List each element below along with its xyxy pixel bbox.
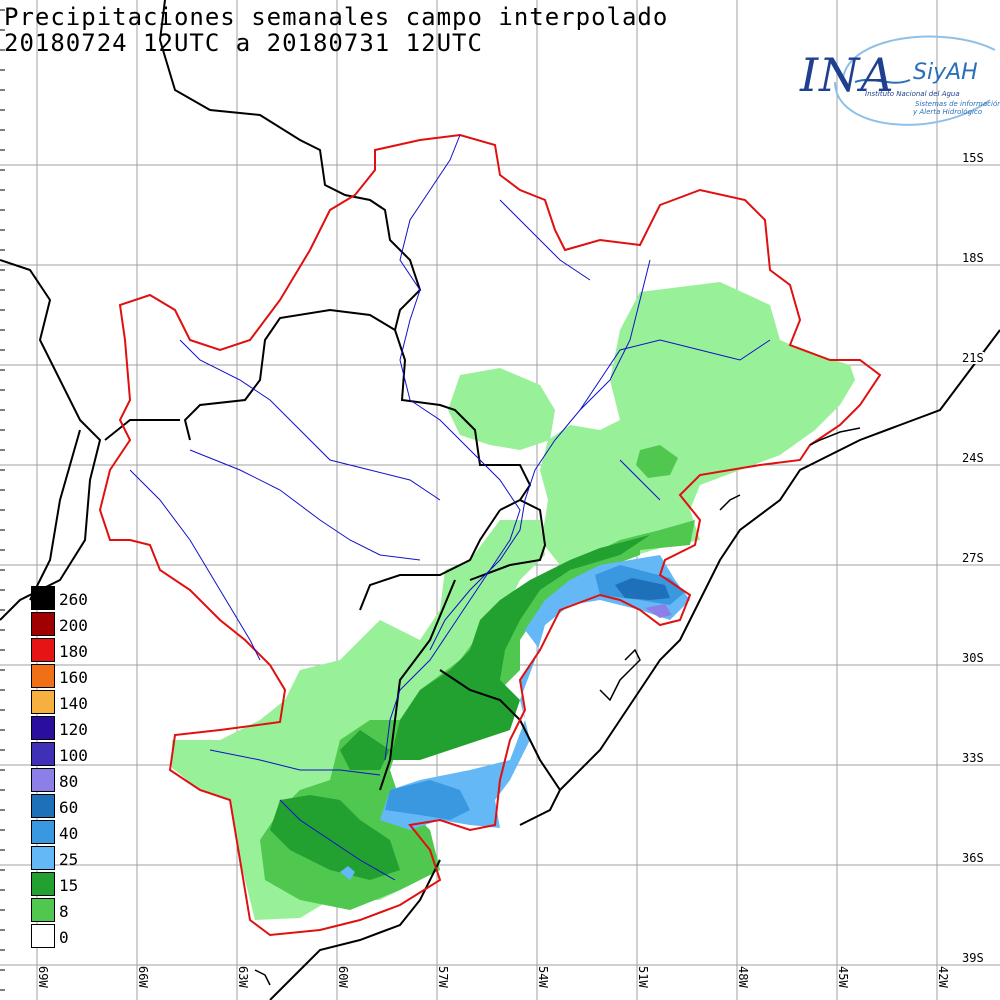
legend-swatch	[31, 898, 55, 922]
logo-system-line1: Sistemas de información	[915, 100, 1000, 108]
legend-label: 260	[59, 590, 88, 609]
legend-label: 40	[59, 824, 79, 843]
logo-subtitle: Instituto Nacional del Agua	[865, 90, 960, 98]
longitude-label: 45W	[836, 966, 850, 988]
legend-row: 120	[31, 716, 111, 740]
precip-zone-25-south	[340, 866, 355, 880]
precip-zone-15-west	[340, 730, 390, 770]
map-date-range: 20180724 12UTC a 20180731 12UTC	[4, 29, 483, 57]
precip-zone-80	[645, 604, 672, 618]
legend-label: 15	[59, 876, 79, 895]
legend-row: 60	[31, 794, 111, 818]
legend-swatch	[31, 768, 55, 792]
legend-label: 25	[59, 850, 79, 869]
precip-zone-15-south	[270, 795, 400, 880]
longitude-label: 60W	[336, 966, 350, 988]
legend-swatch	[31, 664, 55, 688]
legend-row: 260	[31, 586, 111, 610]
latitude-label: 18S	[962, 251, 984, 265]
legend-label: 120	[59, 720, 88, 739]
logo-swoosh	[834, 35, 996, 126]
legend-label: 200	[59, 616, 88, 635]
precip-zone-15	[390, 535, 650, 760]
legend-row: 25	[31, 846, 111, 870]
legend-swatch	[31, 794, 55, 818]
la-plata-basin-outline	[98, 133, 882, 937]
logo-system-line2: y Alerta Hidrológico	[913, 108, 983, 116]
legend-swatch	[31, 742, 55, 766]
legend-swatch	[31, 924, 55, 948]
coastline-details	[254, 427, 861, 986]
legend-label: 80	[59, 772, 79, 791]
longitude-label: 42W	[936, 966, 950, 988]
ina-siyah-logo: INA SiyAH Instituto Nacional del Agua Si…	[795, 30, 1000, 130]
legend-row: 140	[31, 690, 111, 714]
latitude-label: 24S	[962, 451, 984, 465]
longitude-label: 54W	[536, 966, 550, 988]
latitude-label: 36S	[962, 851, 984, 865]
longitude-label: 57W	[436, 966, 450, 988]
legend-row: 200	[31, 612, 111, 636]
legend-row: 40	[31, 820, 111, 844]
legend-swatch	[31, 586, 55, 610]
precip-zone-8d	[636, 445, 678, 478]
legend-swatch	[31, 690, 55, 714]
legend-label: 100	[59, 746, 88, 765]
logo-siyah-text: SiyAH	[913, 60, 978, 85]
legend-row: 180	[31, 638, 111, 662]
legend-row: 100	[31, 742, 111, 766]
legend-swatch	[31, 612, 55, 636]
longitude-label: 69W	[36, 966, 50, 988]
precip-zone-8-paraguay	[448, 368, 555, 450]
precipitation-field	[172, 282, 855, 920]
legend-swatch	[31, 846, 55, 870]
latitude-label: 39S	[962, 951, 984, 965]
legend-row: 80	[31, 768, 111, 792]
precip-zone-40-south	[385, 780, 470, 820]
legend-swatch	[31, 638, 55, 662]
legend-label: 180	[59, 642, 88, 661]
latitude-label: 15S	[962, 151, 984, 165]
legend-label: 0	[59, 928, 69, 947]
map-title: Precipitaciones semanales campo interpol…	[4, 3, 669, 31]
legend-swatch	[31, 820, 55, 844]
legend-row: 160	[31, 664, 111, 688]
legend-row: 15	[31, 872, 111, 896]
latitude-label: 30S	[962, 651, 984, 665]
precip-zone-8-north	[540, 282, 855, 565]
legend-label: 140	[59, 694, 88, 713]
legend-swatch	[31, 716, 55, 740]
longitude-label: 48W	[736, 966, 750, 988]
latitude-label: 27S	[962, 551, 984, 565]
legend-row: 0	[31, 924, 111, 948]
latitude-label: 21S	[962, 351, 984, 365]
legend-label: 160	[59, 668, 88, 687]
legend-row: 8	[31, 898, 111, 922]
rivers	[129, 134, 771, 881]
precip-zone-60	[615, 578, 670, 600]
longitude-label: 66W	[136, 966, 150, 988]
latitude-label: 33S	[962, 751, 984, 765]
legend-label: 60	[59, 798, 79, 817]
longitude-label: 51W	[636, 966, 650, 988]
precip-zone-8-south	[172, 520, 545, 920]
legend-swatch	[31, 872, 55, 896]
logo-ina-text: INA	[800, 48, 895, 102]
legend-label: 8	[59, 902, 69, 921]
longitude-label: 63W	[236, 966, 250, 988]
